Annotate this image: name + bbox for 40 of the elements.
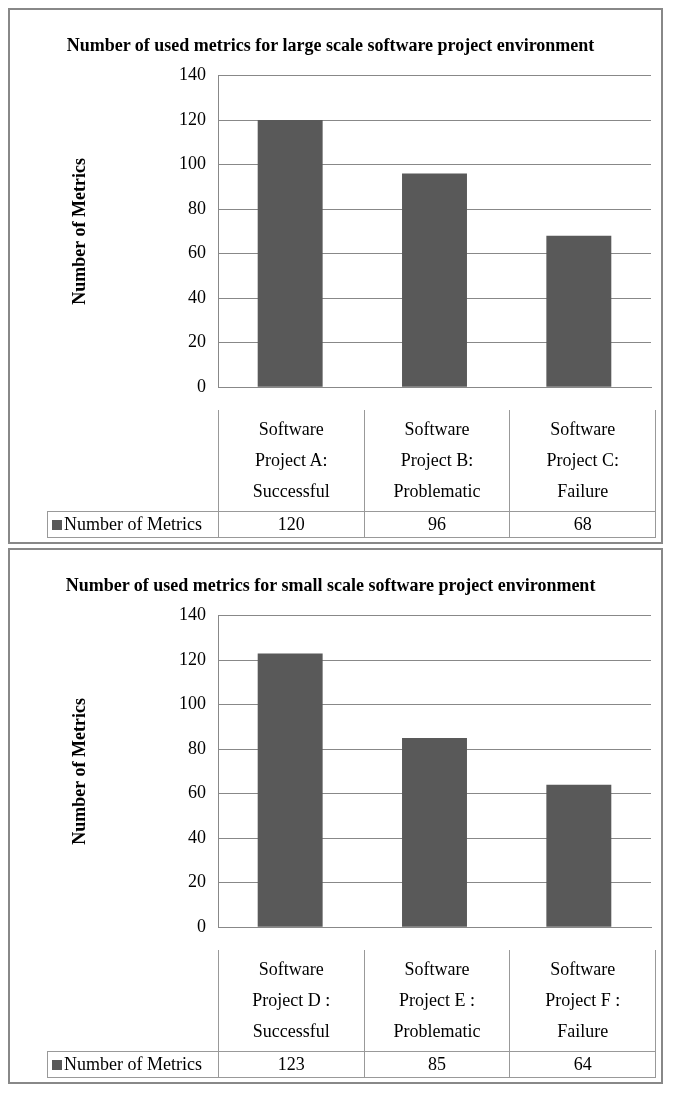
y-tick-label: 40 [188, 286, 206, 307]
y-tick-label: 80 [188, 197, 206, 218]
y-tick-label: 0 [197, 915, 206, 936]
x-tick-label: Software Project C: Failure [509, 410, 656, 512]
x-tick-label: Software Project F : Failure [509, 950, 656, 1052]
legend-label: Number of Metrics [47, 511, 219, 538]
bar [257, 120, 323, 387]
bar [402, 738, 467, 927]
data-label: 64 [509, 1051, 656, 1078]
x-tick-label: Software Project B: Problematic [364, 410, 510, 512]
y-tick-label: 60 [188, 242, 206, 263]
data-label: 68 [509, 511, 656, 538]
y-tick-label: 80 [188, 737, 206, 758]
y-axis-title: Number of Metrics [69, 158, 90, 305]
data-label: 96 [364, 511, 510, 538]
x-tick-label: Software Project E : Problematic [364, 950, 510, 1052]
legend-label: Number of Metrics [47, 1051, 219, 1078]
y-tick-label: 0 [197, 375, 206, 396]
y-tick-label: 60 [188, 782, 206, 803]
y-tick-label: 20 [188, 331, 206, 352]
y-axis-title: Number of Metrics [69, 698, 90, 845]
chart-title: Number of used metrics for large scale software project environment [66, 35, 595, 56]
y-tick-label: 140 [179, 604, 206, 625]
y-tick-label: 120 [179, 648, 206, 669]
y-tick-label: 100 [179, 153, 206, 174]
data-label: 120 [218, 511, 365, 538]
y-tick-label: 120 [179, 108, 206, 129]
y-tick-label: 40 [188, 826, 206, 847]
y-tick-label: 140 [179, 64, 206, 85]
bar [546, 235, 612, 387]
bar [546, 784, 612, 927]
bar [402, 173, 467, 387]
y-tick-label: 20 [188, 871, 206, 892]
x-tick-label: Software Project D : Successful [218, 950, 365, 1052]
x-tick-label: Software Project A: Successful [218, 410, 365, 512]
bar [257, 653, 323, 927]
data-label: 85 [364, 1051, 510, 1078]
data-label: 123 [218, 1051, 365, 1078]
chart-title: Number of used metrics for small scale software project environment [65, 575, 596, 596]
y-tick-label: 100 [179, 693, 206, 714]
